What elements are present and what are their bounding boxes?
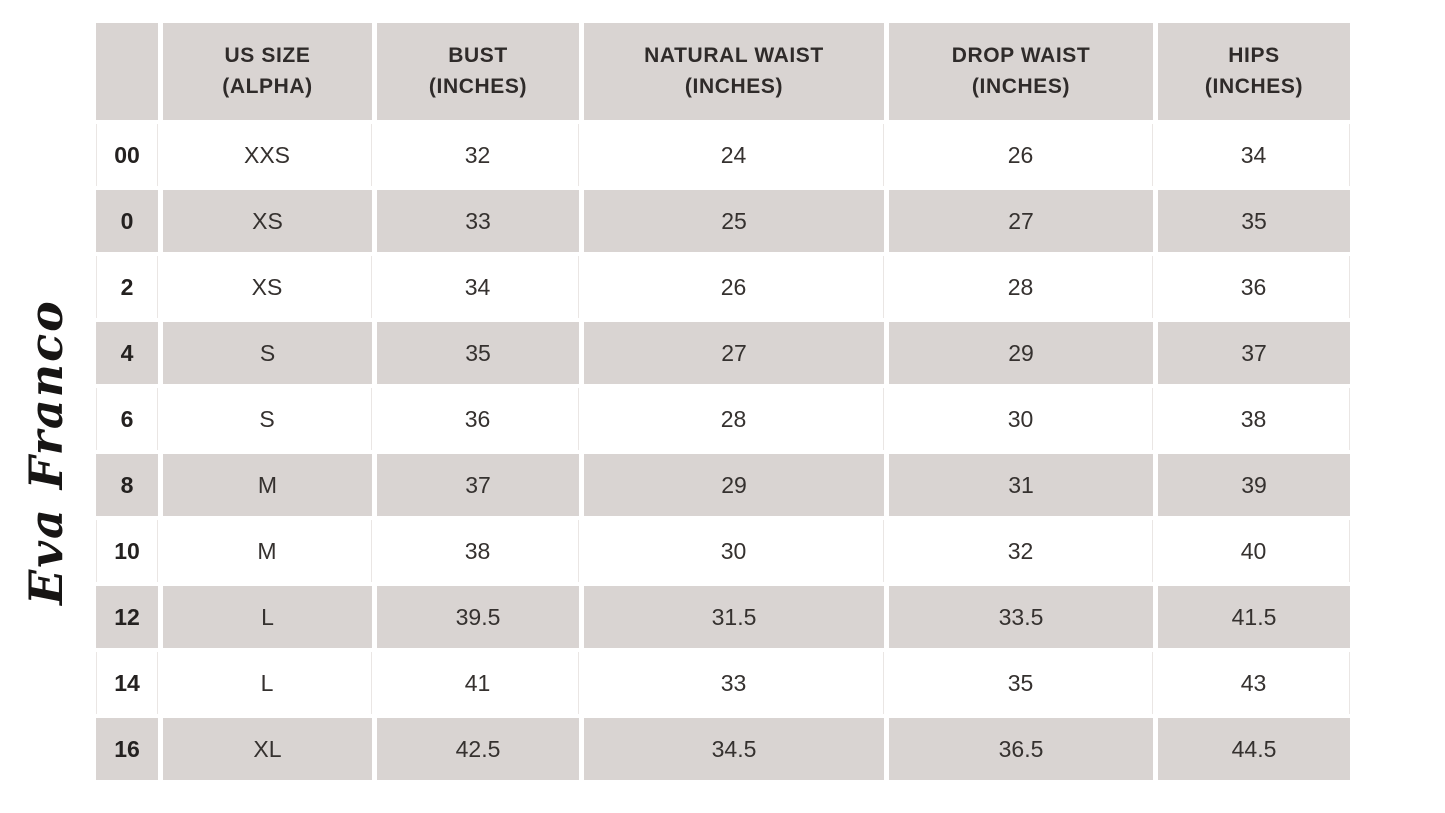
bust-cell: 38: [377, 520, 579, 582]
table-row: 2 XS 34 26 28 36: [96, 256, 1350, 318]
natural-waist-cell: 28: [584, 388, 884, 450]
bust-cell: 34: [377, 256, 579, 318]
us-size-numeric-cell: 8: [96, 454, 158, 516]
header-label-line: BUST: [448, 44, 508, 68]
size-chart-table: US SIZE (ALPHA) BUST (INCHES) NATURAL WAIST (…: [91, 19, 1355, 784]
alpha-size-cell: L: [163, 652, 372, 714]
header-label-line: DROP WAIST: [951, 44, 1091, 68]
header-cell-hips: HIPS (INCHES): [1158, 23, 1350, 120]
table-row: 00 XXS 32 24 26 34: [96, 124, 1350, 186]
hips-cell: 44.5: [1158, 718, 1350, 780]
header-label-line: (INCHES): [428, 74, 528, 98]
alpha-size-cell: S: [163, 388, 372, 450]
header-label-line: HIPS: [1228, 44, 1280, 68]
header-cell-natural-waist: NATURAL WAIST (INCHES): [584, 23, 884, 120]
table-row: 16 XL 42.5 34.5 36.5 44.5: [96, 718, 1350, 780]
table-row: 14 L 41 33 35 43: [96, 652, 1350, 714]
bust-cell: 35: [377, 322, 579, 384]
natural-waist-cell: 34.5: [584, 718, 884, 780]
hips-cell: 41.5: [1158, 586, 1350, 648]
drop-waist-cell: 28: [889, 256, 1153, 318]
bust-cell: 32: [377, 124, 579, 186]
alpha-size-cell: XL: [163, 718, 372, 780]
natural-waist-cell: 30: [584, 520, 884, 582]
table-row: 10 M 38 30 32 40: [96, 520, 1350, 582]
drop-waist-cell: 29: [889, 322, 1153, 384]
table-row: 6 S 36 28 30 38: [96, 388, 1350, 450]
hips-cell: 39: [1158, 454, 1350, 516]
header-cell-drop-waist: DROP WAIST (INCHES): [889, 23, 1153, 120]
table-row: 4 S 35 27 29 37: [96, 322, 1350, 384]
hips-cell: 36: [1158, 256, 1350, 318]
header-row: US SIZE (ALPHA) BUST (INCHES) NATURAL WAIST (…: [96, 23, 1350, 120]
natural-waist-cell: 24: [584, 124, 884, 186]
us-size-numeric-cell: 12: [96, 586, 158, 648]
alpha-size-cell: S: [163, 322, 372, 384]
us-size-numeric-cell: 6: [96, 388, 158, 450]
drop-waist-cell: 27: [889, 190, 1153, 252]
hips-cell: 40: [1158, 520, 1350, 582]
us-size-numeric-cell: 2: [96, 256, 158, 318]
alpha-size-cell: M: [163, 454, 372, 516]
header-label-line: (INCHES): [684, 74, 784, 98]
table-body: 00 XXS 32 24 26 34 0 XS 33 25 27 35 2 XS 34 26 28 36 4 S 35 2…: [96, 124, 1350, 780]
alpha-size-cell: XXS: [163, 124, 372, 186]
header-cell-corner: [96, 23, 158, 120]
header-label-line: (ALPHA): [222, 74, 313, 98]
bust-cell: 42.5: [377, 718, 579, 780]
drop-waist-cell: 30: [889, 388, 1153, 450]
bust-cell: 36: [377, 388, 579, 450]
hips-cell: 38: [1158, 388, 1350, 450]
bust-cell: 41: [377, 652, 579, 714]
table-row: 8 M 37 29 31 39: [96, 454, 1350, 516]
natural-waist-cell: 26: [584, 256, 884, 318]
us-size-numeric-cell: 14: [96, 652, 158, 714]
header-label-line: (INCHES): [1204, 74, 1304, 98]
natural-waist-cell: 31.5: [584, 586, 884, 648]
us-size-numeric-cell: 0: [96, 190, 158, 252]
natural-waist-cell: 25: [584, 190, 884, 252]
us-size-numeric-cell: 10: [96, 520, 158, 582]
natural-waist-cell: 29: [584, 454, 884, 516]
brand-logo: Eva Franco: [19, 299, 73, 605]
alpha-size-cell: XS: [163, 256, 372, 318]
natural-waist-cell: 27: [584, 322, 884, 384]
hips-cell: 37: [1158, 322, 1350, 384]
bust-cell: 39.5: [377, 586, 579, 648]
header-label-line: NATURAL WAIST: [644, 44, 824, 68]
us-size-numeric-cell: 00: [96, 124, 158, 186]
header-cell-bust: BUST (INCHES): [377, 23, 579, 120]
drop-waist-cell: 31: [889, 454, 1153, 516]
hips-cell: 34: [1158, 124, 1350, 186]
drop-waist-cell: 35: [889, 652, 1153, 714]
table-row: 12 L 39.5 31.5 33.5 41.5: [96, 586, 1350, 648]
drop-waist-cell: 26: [889, 124, 1153, 186]
drop-waist-cell: 36.5: [889, 718, 1153, 780]
alpha-size-cell: XS: [163, 190, 372, 252]
natural-waist-cell: 33: [584, 652, 884, 714]
table-row: 0 XS 33 25 27 35: [96, 190, 1350, 252]
header-cell-us-size-alpha: US SIZE (ALPHA): [163, 23, 372, 120]
us-size-numeric-cell: 16: [96, 718, 158, 780]
us-size-numeric-cell: 4: [96, 322, 158, 384]
alpha-size-cell: M: [163, 520, 372, 582]
drop-waist-cell: 32: [889, 520, 1153, 582]
header-label-line: (INCHES): [971, 74, 1071, 98]
alpha-size-cell: L: [163, 586, 372, 648]
hips-cell: 35: [1158, 190, 1350, 252]
bust-cell: 37: [377, 454, 579, 516]
hips-cell: 43: [1158, 652, 1350, 714]
header-label-line: US SIZE: [224, 44, 311, 68]
drop-waist-cell: 33.5: [889, 586, 1153, 648]
bust-cell: 33: [377, 190, 579, 252]
